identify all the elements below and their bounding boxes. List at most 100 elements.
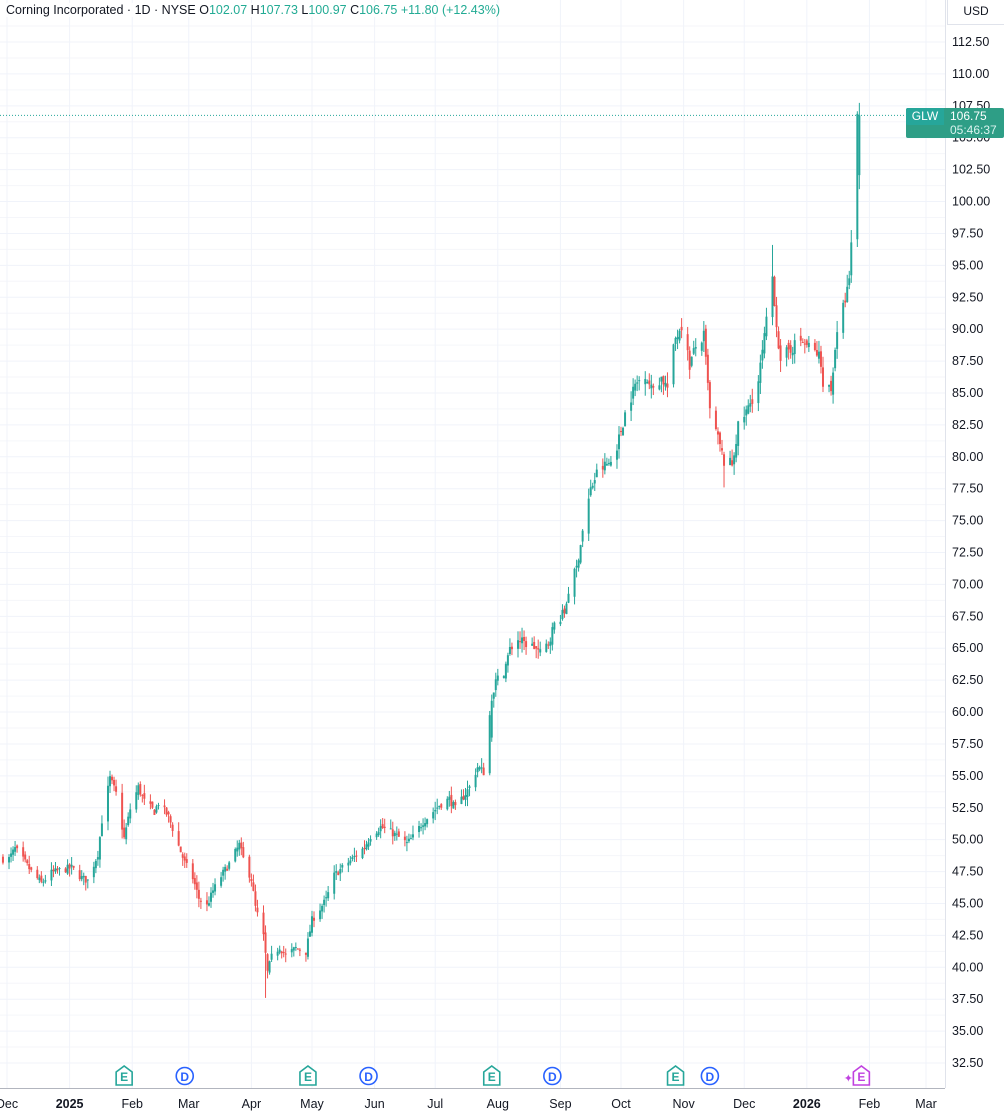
candle[interactable]	[666, 372, 669, 398]
candle[interactable]	[494, 672, 497, 697]
candle[interactable]	[167, 810, 170, 823]
candle[interactable]	[365, 840, 368, 851]
candle[interactable]	[773, 275, 776, 307]
candle[interactable]	[298, 947, 301, 957]
candle[interactable]	[721, 439, 724, 455]
candle[interactable]	[438, 805, 441, 810]
candle[interactable]	[28, 855, 31, 875]
candle[interactable]	[549, 637, 552, 654]
candle[interactable]	[440, 803, 443, 810]
candle[interactable]	[636, 375, 639, 392]
candle[interactable]	[290, 943, 293, 958]
candle[interactable]	[821, 356, 824, 393]
candle[interactable]	[363, 840, 366, 855]
candle[interactable]	[214, 878, 217, 896]
candle[interactable]	[266, 953, 269, 979]
candle[interactable]	[155, 804, 158, 814]
candle[interactable]	[280, 950, 283, 959]
candle[interactable]	[434, 801, 437, 821]
candle[interactable]	[129, 803, 132, 824]
candle[interactable]	[72, 865, 75, 870]
candle[interactable]	[411, 825, 414, 841]
candle[interactable]	[573, 567, 576, 605]
candle[interactable]	[395, 826, 398, 841]
candle[interactable]	[226, 865, 229, 871]
candle[interactable]	[242, 841, 245, 859]
candle[interactable]	[502, 675, 505, 679]
candle[interactable]	[121, 783, 124, 839]
candle[interactable]	[737, 420, 740, 456]
candle[interactable]	[44, 874, 47, 884]
candle[interactable]	[482, 762, 485, 776]
candle[interactable]	[476, 763, 479, 778]
candle[interactable]	[690, 356, 693, 368]
candle[interactable]	[658, 377, 661, 391]
candle[interactable]	[347, 857, 350, 873]
earnings-marker[interactable]: E	[482, 1065, 501, 1086]
candle[interactable]	[321, 903, 324, 919]
candle[interactable]	[844, 292, 847, 308]
candle[interactable]	[8, 854, 11, 870]
candle[interactable]	[832, 367, 835, 404]
candle[interactable]	[111, 774, 114, 785]
candle[interactable]	[694, 338, 697, 357]
candle[interactable]	[323, 895, 326, 913]
candle[interactable]	[460, 789, 463, 805]
dividend-marker[interactable]: D	[700, 1066, 720, 1086]
candle[interactable]	[704, 324, 707, 365]
candle[interactable]	[422, 818, 425, 835]
candle[interactable]	[702, 321, 705, 353]
candle[interactable]	[420, 823, 423, 832]
candle[interactable]	[700, 341, 703, 356]
candle[interactable]	[531, 637, 534, 646]
candle[interactable]	[504, 661, 507, 683]
candle[interactable]	[143, 784, 146, 805]
candle[interactable]	[191, 859, 194, 884]
candle[interactable]	[115, 779, 118, 796]
candle[interactable]	[575, 559, 578, 578]
candle[interactable]	[407, 833, 410, 844]
candle[interactable]	[480, 758, 483, 774]
candle[interactable]	[749, 394, 752, 413]
candle[interactable]	[377, 827, 380, 837]
candle[interactable]	[56, 866, 59, 874]
candle[interactable]	[149, 794, 152, 810]
candle[interactable]	[185, 853, 188, 868]
candle[interactable]	[397, 828, 400, 837]
candle[interactable]	[561, 604, 564, 621]
candle[interactable]	[632, 378, 635, 406]
candle[interactable]	[787, 339, 790, 360]
candle[interactable]	[617, 426, 620, 459]
candle[interactable]	[533, 636, 536, 650]
candle[interactable]	[789, 340, 792, 359]
candle[interactable]	[630, 391, 633, 422]
dividend-marker[interactable]: D	[359, 1066, 378, 1086]
candle[interactable]	[646, 379, 649, 384]
candle[interactable]	[779, 339, 782, 372]
candle[interactable]	[369, 835, 372, 846]
candle[interactable]	[559, 614, 562, 627]
candle[interactable]	[731, 449, 734, 467]
candle[interactable]	[424, 817, 427, 831]
candle[interactable]	[252, 874, 255, 892]
candle[interactable]	[80, 870, 83, 882]
candle[interactable]	[464, 787, 467, 807]
candle[interactable]	[634, 379, 637, 397]
candle[interactable]	[761, 340, 764, 369]
candle[interactable]	[563, 605, 566, 618]
candle[interactable]	[674, 336, 677, 351]
candle[interactable]	[593, 472, 596, 491]
candle[interactable]	[282, 945, 285, 958]
candle[interactable]	[492, 692, 495, 708]
candle[interactable]	[84, 875, 87, 891]
candle[interactable]	[228, 860, 231, 871]
candle[interactable]	[78, 864, 81, 882]
candle[interactable]	[403, 831, 406, 847]
candle[interactable]	[106, 776, 109, 831]
earnings-marker[interactable]: E	[666, 1065, 685, 1086]
candle[interactable]	[335, 864, 338, 881]
candle[interactable]	[817, 340, 820, 364]
candle[interactable]	[745, 405, 748, 426]
candle[interactable]	[478, 765, 481, 772]
candle[interactable]	[672, 343, 675, 388]
